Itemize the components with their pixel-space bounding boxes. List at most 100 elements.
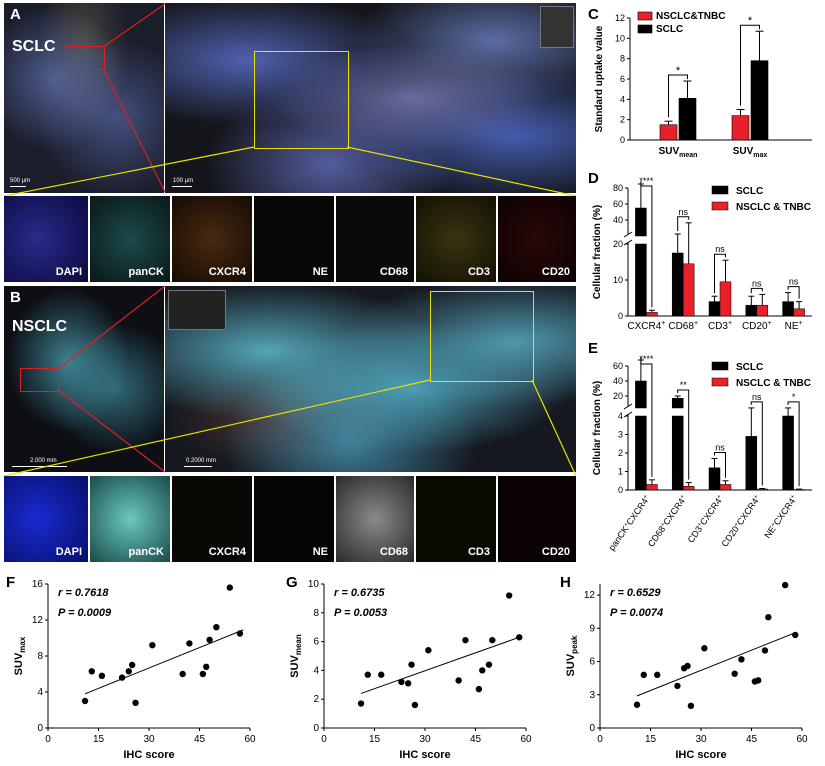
panel-b-letter: B — [10, 289, 21, 306]
chart-h: 0 3 6 9 12 0 15 30 45 60 IHC score SUVpeak r = 0.652… — [565, 581, 808, 761]
y-tick-label: 12 — [615, 13, 625, 23]
data-point — [128, 661, 136, 669]
x-tick-label: 60 — [520, 734, 532, 745]
bar — [782, 301, 794, 317]
y-tick-label: 60 — [613, 199, 623, 209]
data-point — [781, 581, 789, 589]
channel-label: DAPI — [55, 266, 82, 278]
chart-d: 0 10 20 40 60 80 Cellular fraction (%) **** CXCR… — [592, 176, 812, 332]
bar — [659, 124, 678, 141]
data-point — [761, 647, 769, 654]
data-point — [199, 670, 207, 678]
bar — [671, 398, 684, 409]
channel-label: NE — [312, 266, 328, 278]
panel-a-channel-panck: panCK — [90, 196, 170, 282]
y-tick-label: 3 — [589, 690, 595, 701]
y-tick-label: 4 — [618, 411, 623, 421]
y-tick-label: 2 — [618, 448, 623, 458]
channel-label: CXCR4 — [208, 546, 246, 558]
significance-bracket — [740, 24, 760, 106]
significance-bracket — [787, 286, 800, 299]
panel-f-letter: F — [6, 574, 16, 591]
y-tick-label: 40 — [613, 215, 623, 225]
data-point — [485, 661, 493, 668]
bar — [731, 115, 750, 141]
legend-swatch — [711, 201, 729, 211]
significance-label: * — [792, 392, 796, 402]
bar — [719, 281, 732, 317]
data-point — [364, 671, 371, 678]
panel-g-letter: G — [286, 574, 298, 591]
y-axis-label: SUVmean — [289, 634, 303, 678]
data-point — [633, 701, 641, 708]
significance-bracket — [677, 216, 690, 231]
data-point — [203, 663, 210, 670]
data-point — [684, 662, 691, 670]
p-value: P = 0.0074 — [610, 607, 663, 619]
panel-b-zoom-image — [165, 286, 576, 472]
data-point — [738, 656, 745, 663]
significance-label: ns — [715, 443, 725, 453]
data-point — [408, 661, 415, 668]
y-tick-label: 8 — [620, 54, 625, 64]
data-point — [132, 699, 139, 706]
channel-label: panCK — [128, 546, 164, 558]
bar — [635, 207, 647, 237]
y-tick-label: 4 — [313, 665, 319, 676]
bar — [671, 415, 684, 491]
data-point — [462, 636, 469, 644]
data-point — [186, 640, 193, 647]
data-point — [654, 671, 661, 679]
data-point — [404, 680, 412, 687]
regression-line — [84, 629, 244, 695]
correlation-r: r = 0.6735 — [334, 587, 385, 599]
bar — [646, 312, 658, 317]
x-tick-label: 15 — [369, 734, 381, 745]
bar — [678, 98, 697, 141]
x-tick-label: SUVmax — [733, 146, 768, 159]
panel-b-scale-left: 2.000 mm — [30, 458, 57, 464]
data-point — [213, 624, 220, 631]
channel-label: CD3 — [467, 546, 490, 558]
x-tick-label: CD68+ — [668, 320, 698, 332]
y-axis-label: SUVpeak — [565, 635, 579, 676]
legend-label: SCLC — [736, 362, 763, 373]
legend-swatch — [637, 24, 653, 34]
bar — [682, 263, 695, 317]
panel-a-channel-cxcr4: CXCR4 — [172, 196, 252, 282]
y-tick-label: 6 — [589, 657, 595, 668]
panel-b-channel-cd3: CD3 — [416, 476, 496, 562]
data-point — [236, 630, 244, 637]
y-tick-label: 4 — [37, 687, 43, 698]
y-tick-label: 12 — [584, 590, 596, 601]
data-point — [765, 614, 772, 621]
bar — [635, 243, 647, 317]
legend-label: SCLC — [736, 186, 763, 197]
significance-label: ** — [680, 380, 688, 390]
panel-b-channel-cd20: CD20 — [498, 476, 576, 562]
data-point — [475, 685, 483, 693]
y-tick-label: 60 — [613, 361, 623, 371]
y-axis-label: SUVmax — [13, 636, 27, 675]
panel-a-channel-ne: NE — [254, 196, 334, 282]
panel-b-channel-cd68: CD68 — [336, 476, 414, 562]
x-tick-label: 15 — [645, 734, 657, 745]
data-point — [179, 670, 186, 678]
panel-a-letter: A — [10, 6, 21, 23]
panel-b-overview-image — [4, 286, 164, 472]
bar — [646, 484, 658, 491]
channel-label: DAPI — [55, 546, 82, 558]
x-axis-label: IHC score — [399, 749, 450, 761]
y-tick-label: 0 — [589, 723, 595, 734]
data-point — [425, 647, 432, 654]
x-tick-label: 0 — [321, 734, 327, 745]
y-tick-label: 4 — [620, 94, 625, 104]
panel-b-channel-panck: panCK — [90, 476, 170, 562]
panel-a-channel-cd68: CD68 — [336, 196, 414, 282]
x-tick-label: 30 — [419, 734, 431, 745]
significance-bracket — [677, 389, 690, 480]
significance-label: ns — [789, 277, 799, 287]
y-tick-label: 3 — [618, 430, 623, 440]
p-value: P = 0.0053 — [334, 607, 387, 619]
